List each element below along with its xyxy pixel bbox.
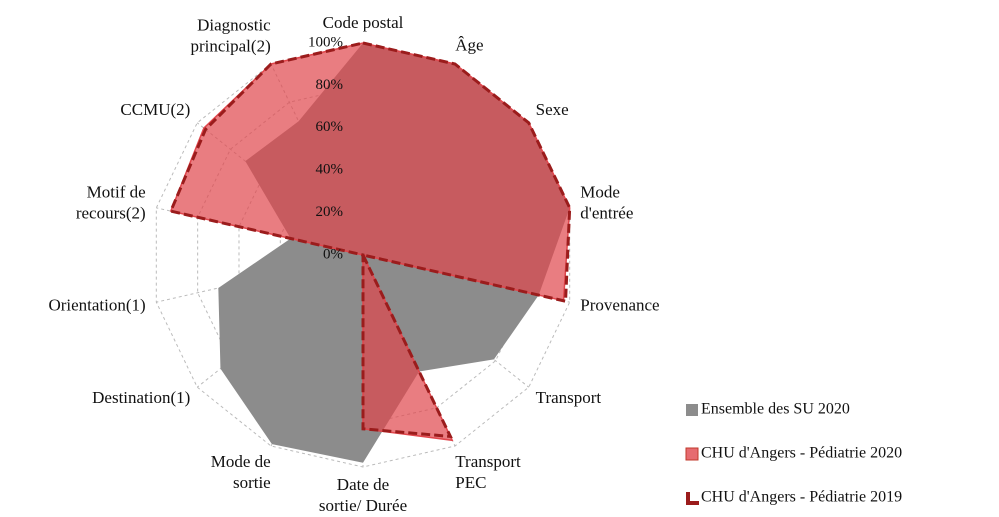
legend-swatch <box>685 447 699 461</box>
spoke <box>362 254 530 388</box>
category-label: Orientation(1) <box>48 295 145 314</box>
category-label: recours(2) <box>76 203 146 222</box>
category-label: Code postal <box>323 13 404 32</box>
series-area <box>168 41 572 439</box>
legend-label: CHU d'Angers - Pédiatrie 2020 <box>701 445 902 462</box>
category-label: Sexe <box>536 100 569 119</box>
spoke <box>156 254 364 303</box>
category-label: sortie/ Durée <box>319 496 407 515</box>
category-label: Mode de <box>211 452 271 471</box>
category-label: principal(2) <box>190 37 270 56</box>
legend-label: Ensemble des SU 2020 <box>701 401 850 418</box>
r-tick-label: 40% <box>316 162 344 178</box>
category-label: CCMU(2) <box>120 100 190 119</box>
category-label: Transport <box>536 388 602 407</box>
legend-swatch <box>686 492 699 505</box>
r-tick-label: 20% <box>316 204 344 220</box>
r-tick-label: 60% <box>316 119 344 135</box>
category-label: Provenance <box>580 295 659 314</box>
legend-swatch <box>686 404 698 416</box>
r-tick-label: 100% <box>308 34 343 50</box>
category-label: Mode <box>580 182 620 201</box>
category-label: Motif de <box>87 182 146 201</box>
category-label: Date de <box>337 475 389 494</box>
category-label: Âge <box>455 36 483 55</box>
category-label: d'entrée <box>580 203 633 222</box>
category-label: sortie <box>233 473 271 492</box>
category-label: PEC <box>455 473 486 492</box>
legend-label: CHU d'Angers - Pédiatrie 2019 <box>701 489 902 506</box>
category-label: Transport <box>455 452 521 471</box>
category-label: Destination(1) <box>92 388 190 407</box>
category-label: Diagnostic <box>197 16 271 35</box>
r-tick-label: 80% <box>316 77 344 93</box>
r-tick-label: 0% <box>323 246 343 262</box>
